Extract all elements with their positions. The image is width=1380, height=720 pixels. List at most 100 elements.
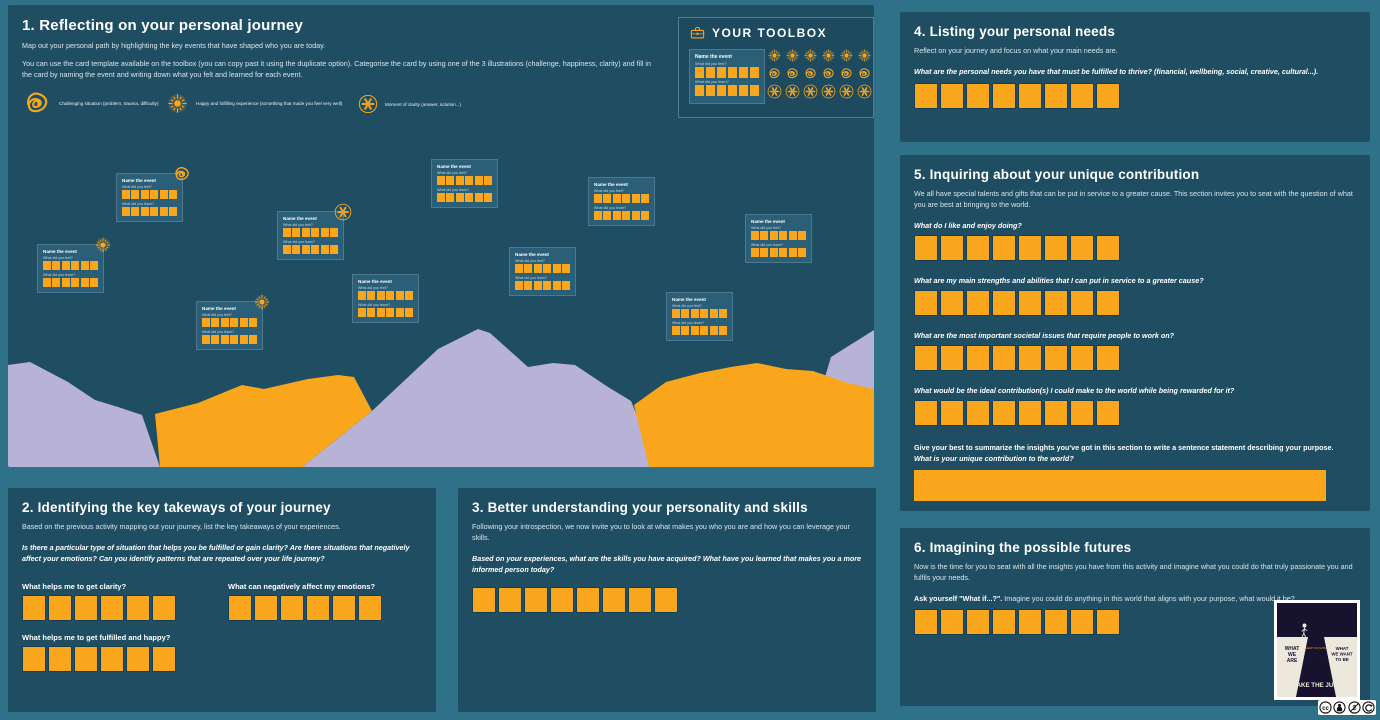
answer-slot[interactable]	[1070, 234, 1094, 261]
answer-slot[interactable]	[280, 595, 304, 622]
answer-slot[interactable]	[992, 234, 1016, 261]
answer-slot[interactable]	[332, 595, 356, 622]
answer-slot[interactable]	[631, 194, 640, 203]
answer-slot[interactable]	[543, 264, 552, 273]
answer-slot[interactable]	[22, 595, 46, 622]
answer-slot[interactable]	[914, 234, 938, 261]
event-card[interactable]: Name the event What did you feel? What d…	[588, 177, 655, 226]
answer-slot[interactable]	[472, 586, 496, 613]
answer-slot[interactable]	[798, 231, 807, 240]
answer-slot[interactable]	[628, 586, 652, 613]
answer-slot[interactable]	[524, 586, 548, 613]
answer-slot[interactable]	[474, 192, 483, 202]
answer-slot[interactable]	[446, 176, 455, 185]
answer-slot[interactable]	[1044, 608, 1068, 635]
answer-slot[interactable]	[1096, 608, 1120, 635]
answer-slot[interactable]	[1018, 234, 1042, 261]
answer-slot[interactable]	[760, 247, 769, 257]
answer-slot[interactable]	[80, 261, 89, 270]
event-card[interactable]: Name the event What did you feel? What d…	[196, 294, 270, 350]
answer-slot[interactable]	[1096, 289, 1120, 316]
answer-slot[interactable]	[169, 190, 178, 199]
answer-slot[interactable]	[700, 309, 709, 318]
answer-slot[interactable]	[239, 334, 248, 344]
answer-slot[interactable]	[524, 280, 533, 290]
answer-slot[interactable]	[74, 646, 98, 673]
answer-slot[interactable]	[966, 345, 990, 372]
answer-slot[interactable]	[705, 85, 716, 96]
answer-slot[interactable]	[367, 291, 376, 300]
answer-slot[interactable]	[940, 289, 964, 316]
event-card[interactable]: Name the event What did you feel? What d…	[509, 247, 576, 296]
answer-slot[interactable]	[641, 210, 650, 220]
purpose-statement-bar[interactable]	[914, 469, 1326, 501]
answer-slot[interactable]	[594, 210, 602, 220]
answer-slot[interactable]	[254, 595, 278, 622]
answer-slot[interactable]	[533, 264, 542, 273]
event-card[interactable]: Name the event What did you feel? What d…	[37, 237, 111, 293]
answer-slot[interactable]	[465, 192, 474, 202]
answer-slot[interactable]	[779, 247, 788, 257]
answer-slot[interactable]	[386, 307, 395, 317]
answer-slot[interactable]	[249, 318, 258, 327]
answer-slot[interactable]	[1096, 234, 1120, 261]
answer-slot[interactable]	[716, 85, 727, 96]
answer-slot[interactable]	[562, 280, 571, 290]
challenge-icon[interactable]	[803, 66, 818, 81]
answer-slot[interactable]	[126, 646, 150, 673]
clarity-icon[interactable]	[839, 84, 854, 99]
answer-slot[interactable]	[169, 206, 178, 216]
answer-slot[interactable]	[1044, 289, 1068, 316]
event-card[interactable]: Name the event What did you feel? What d…	[277, 203, 352, 260]
answer-slot[interactable]	[395, 291, 404, 300]
answer-slot[interactable]	[484, 192, 493, 202]
answer-slot[interactable]	[914, 345, 938, 372]
answer-slot[interactable]	[140, 190, 149, 199]
answer-slot[interactable]	[202, 334, 210, 344]
answer-slot[interactable]	[992, 82, 1016, 109]
answer-slot[interactable]	[311, 244, 320, 254]
answer-slot[interactable]	[562, 264, 571, 273]
answer-slot[interactable]	[727, 85, 738, 96]
answer-slot[interactable]	[1070, 608, 1094, 635]
answer-slot[interactable]	[474, 176, 483, 185]
answer-slot[interactable]	[940, 82, 964, 109]
event-card[interactable]: Name the event What did you feel? What d…	[666, 292, 733, 341]
answer-slot[interactable]	[1070, 345, 1094, 372]
answer-slot[interactable]	[940, 345, 964, 372]
answer-slot[interactable]	[716, 67, 727, 78]
answer-slot[interactable]	[311, 228, 320, 237]
clarity-icon[interactable]	[857, 84, 872, 99]
answer-slot[interactable]	[603, 210, 612, 220]
answer-slot[interactable]	[1070, 82, 1094, 109]
answer-slot[interactable]	[719, 325, 728, 335]
answer-slot[interactable]	[515, 264, 523, 273]
happiness-icon[interactable]	[785, 48, 800, 63]
answer-slot[interactable]	[1096, 345, 1120, 372]
answer-slot[interactable]	[760, 231, 769, 240]
answer-slot[interactable]	[202, 318, 210, 327]
challenge-icon[interactable]	[839, 66, 854, 81]
answer-slot[interactable]	[437, 192, 445, 202]
answer-slot[interactable]	[550, 586, 574, 613]
answer-slot[interactable]	[122, 190, 130, 199]
answer-slot[interactable]	[690, 309, 699, 318]
answer-slot[interactable]	[150, 206, 159, 216]
answer-slot[interactable]	[405, 307, 414, 317]
answer-slot[interactable]	[695, 85, 705, 96]
answer-slot[interactable]	[631, 210, 640, 220]
answer-slot[interactable]	[751, 231, 759, 240]
answer-slot[interactable]	[681, 309, 690, 318]
answer-slot[interactable]	[533, 280, 542, 290]
answer-slot[interactable]	[140, 206, 149, 216]
answer-slot[interactable]	[940, 608, 964, 635]
answer-slot[interactable]	[150, 190, 159, 199]
answer-slot[interactable]	[395, 307, 404, 317]
answer-slot[interactable]	[992, 345, 1016, 372]
answer-slot[interactable]	[719, 309, 728, 318]
answer-slot[interactable]	[498, 586, 522, 613]
answer-slot[interactable]	[738, 85, 749, 96]
answer-slot[interactable]	[1044, 345, 1068, 372]
answer-slot[interactable]	[576, 586, 600, 613]
event-card[interactable]: Name the event What did you feel? What d…	[116, 167, 189, 222]
